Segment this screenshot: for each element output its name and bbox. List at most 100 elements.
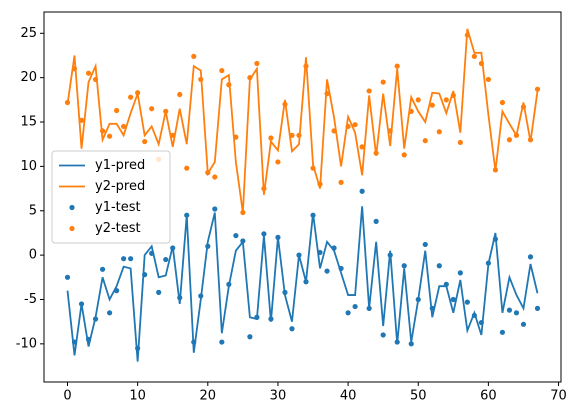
point	[366, 88, 372, 94]
point	[247, 75, 253, 81]
point	[240, 209, 246, 216]
point	[78, 117, 85, 123]
point	[387, 128, 393, 134]
point	[121, 256, 127, 262]
point	[240, 238, 246, 244]
point	[170, 245, 176, 251]
point	[303, 279, 309, 285]
point	[233, 134, 239, 140]
point	[128, 256, 134, 262]
point	[219, 67, 225, 74]
point	[121, 123, 127, 130]
point	[492, 167, 499, 173]
point	[289, 326, 295, 332]
point	[226, 82, 232, 88]
point	[478, 319, 484, 326]
point	[170, 132, 176, 138]
x-tick-label: 60	[480, 389, 497, 404]
point	[513, 132, 520, 138]
point	[457, 139, 463, 146]
point	[352, 122, 358, 128]
point	[338, 179, 344, 185]
point	[282, 289, 288, 295]
point	[268, 135, 274, 141]
point	[485, 76, 491, 83]
point	[219, 339, 225, 345]
point	[324, 91, 330, 97]
point	[457, 270, 463, 276]
point	[527, 254, 534, 260]
point	[408, 341, 414, 347]
point	[275, 159, 281, 165]
point	[387, 252, 393, 258]
point	[373, 218, 379, 225]
point	[359, 144, 365, 150]
point	[247, 334, 253, 340]
x-tick-label: 10	[129, 389, 146, 404]
point	[233, 232, 239, 239]
point	[114, 288, 120, 294]
y-tick-label: 15	[20, 115, 37, 130]
point	[324, 268, 330, 274]
point	[471, 312, 477, 319]
point	[64, 99, 71, 106]
legend-box	[51, 150, 171, 244]
point	[184, 165, 190, 171]
point	[177, 91, 183, 98]
point	[520, 104, 527, 110]
point	[114, 107, 120, 114]
point	[436, 129, 442, 135]
point	[359, 188, 365, 194]
point	[429, 102, 435, 108]
line	[66, 206, 539, 362]
x-tick-label: 50	[410, 389, 427, 404]
legend-label: y1-test	[95, 200, 141, 215]
x-tick-label: 30	[270, 389, 287, 404]
point	[254, 314, 260, 320]
point	[366, 305, 372, 311]
point	[422, 241, 428, 248]
point	[534, 86, 541, 92]
point	[177, 295, 183, 301]
point	[394, 339, 400, 345]
plot-frame	[43, 11, 562, 383]
point	[275, 234, 281, 240]
point	[492, 236, 499, 242]
point	[142, 272, 148, 278]
point	[506, 137, 513, 143]
y-tick-label: 25	[20, 26, 37, 41]
point	[71, 339, 78, 345]
point	[527, 137, 534, 143]
point	[380, 79, 386, 85]
point	[513, 310, 520, 316]
point	[198, 293, 204, 299]
point	[331, 245, 337, 251]
point	[338, 265, 344, 272]
point	[92, 76, 99, 83]
legend-swatch	[69, 225, 75, 232]
point	[401, 263, 407, 269]
point	[401, 152, 407, 158]
point	[85, 70, 92, 76]
point	[212, 174, 218, 180]
point	[184, 212, 190, 218]
point	[142, 138, 148, 145]
y-tick-label: 5	[29, 203, 37, 218]
point	[106, 133, 113, 139]
point	[499, 99, 506, 106]
point	[450, 296, 456, 303]
point	[534, 305, 541, 311]
point	[261, 185, 267, 192]
point	[254, 60, 260, 67]
point	[464, 32, 470, 38]
point	[443, 97, 449, 103]
point	[282, 101, 288, 107]
point	[485, 260, 491, 266]
point	[149, 250, 155, 256]
point	[394, 63, 400, 69]
legend-label: y2-test	[95, 221, 141, 236]
x-tick-label: 20	[200, 389, 217, 404]
point	[422, 138, 428, 144]
y-tick-label: 0	[29, 248, 37, 263]
